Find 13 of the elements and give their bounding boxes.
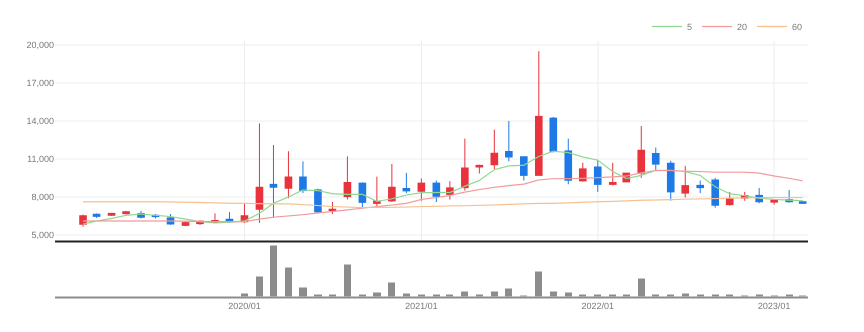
y-tick-label: 11,000 [27,154,54,164]
x-tick-label: 2022/01 [581,301,614,312]
y-tick-label: 20,000 [26,40,54,50]
legend-label: 20 [737,22,748,32]
x-tick-label: 2021/01 [405,301,438,312]
x-tick-label: 2020/01 [228,301,261,312]
y-tick-label: 14,000 [26,116,54,126]
y-tick-label: 5,000 [31,230,54,240]
legend-label: 5 [687,22,692,32]
legend-label: 60 [792,22,802,32]
y-tick-label: 8,000 [31,192,54,202]
y-tick-label: 17,000 [26,78,54,88]
x-tick-label: 2023/01 [758,301,790,312]
